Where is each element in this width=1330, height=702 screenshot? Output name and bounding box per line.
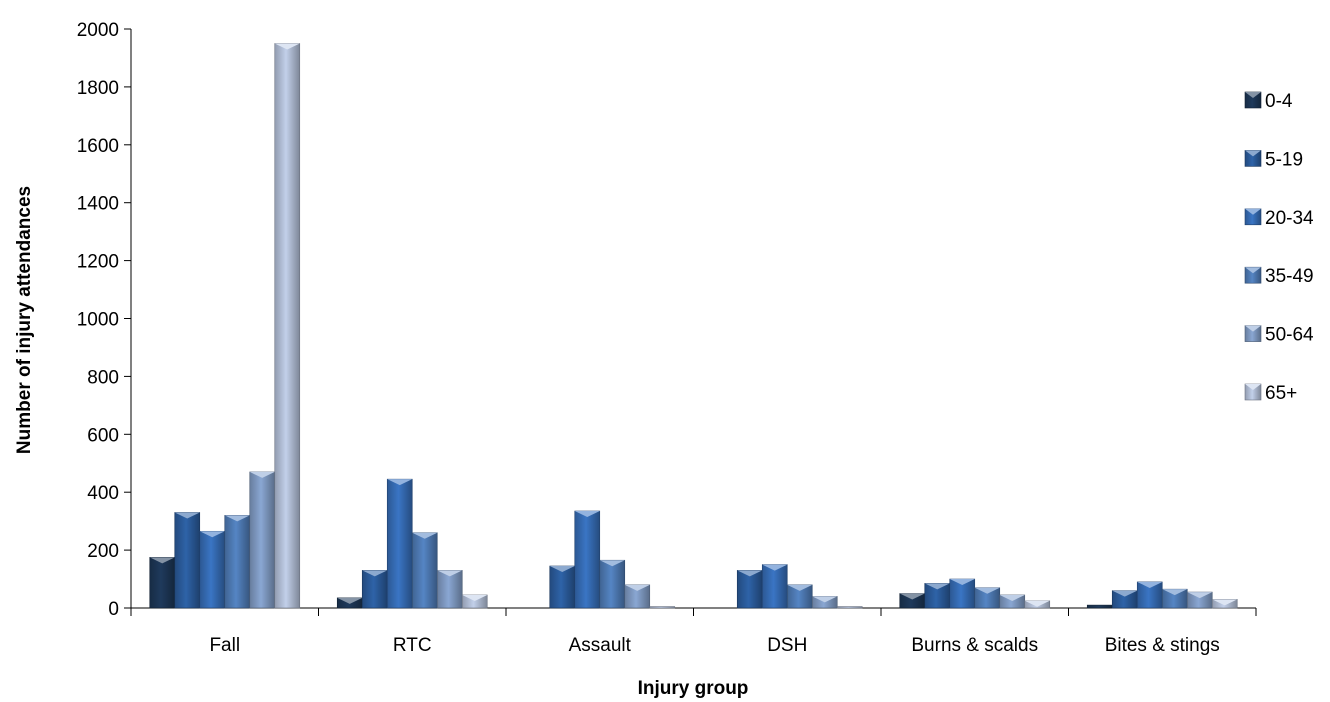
bar-top-bevel xyxy=(1187,592,1213,599)
legend-item: 5-19 xyxy=(1244,149,1303,170)
bar-top-bevel xyxy=(1024,600,1050,607)
bar-top-bevel xyxy=(974,587,1000,594)
bar-top-bevel xyxy=(224,515,250,522)
bar xyxy=(386,478,413,609)
bar-top-bevel xyxy=(999,594,1025,601)
bar xyxy=(249,471,276,609)
bar xyxy=(224,515,251,609)
bar-top-bevel xyxy=(274,43,300,50)
bar-top-bevel xyxy=(1162,589,1188,596)
bar-top-bevel xyxy=(174,512,200,519)
legend-swatch-bevel xyxy=(1245,267,1261,274)
x-tick-label: Bites & stings xyxy=(1105,635,1220,656)
bar xyxy=(761,564,788,609)
bar xyxy=(836,606,863,609)
bar-top-bevel xyxy=(949,579,975,586)
bar xyxy=(199,530,226,609)
bar-top-bevel xyxy=(249,471,275,478)
x-tick-label: Burns & scalds xyxy=(911,635,1038,656)
bar xyxy=(411,532,438,609)
legend-swatch-bevel xyxy=(1245,325,1261,332)
y-tick-label: 1000 xyxy=(77,310,119,331)
legend-item: 65+ xyxy=(1244,383,1297,404)
legend-label: 35-49 xyxy=(1265,266,1314,287)
bar xyxy=(924,583,951,609)
x-tick-label: RTC xyxy=(393,635,432,656)
legend-swatch-bevel xyxy=(1245,150,1261,157)
bar-top-bevel xyxy=(762,564,788,571)
y-tick-label: 1200 xyxy=(77,252,119,273)
x-axis-title: Injury group xyxy=(638,678,749,699)
bar-top-bevel xyxy=(437,570,463,577)
y-tick-label: 800 xyxy=(87,367,119,388)
bar-top-bevel xyxy=(924,583,950,590)
bar xyxy=(549,565,576,609)
bar xyxy=(174,512,201,609)
legend-item: 50-64 xyxy=(1244,325,1314,346)
y-tick-label: 1800 xyxy=(77,78,119,99)
x-axis: Fall RTC Assault DSH Burns & scalds Bites & s… xyxy=(130,607,1257,656)
legend-label: 65+ xyxy=(1265,383,1297,404)
legend-swatch-bevel xyxy=(1245,208,1261,215)
bar-top-bevel xyxy=(599,560,625,567)
bar xyxy=(649,606,676,609)
bar xyxy=(599,559,626,609)
bar xyxy=(1086,604,1113,609)
y-axis: 0 200 400 600 800 1000 1200 1400 1600 1800 2000 xyxy=(77,20,132,620)
legend-label: 50-64 xyxy=(1265,325,1314,346)
y-axis-title: Number of injury attendances xyxy=(14,186,35,454)
bar-top-bevel xyxy=(1137,581,1163,588)
y-tick-label: 400 xyxy=(87,483,119,504)
legend-swatch-bevel xyxy=(1245,384,1261,390)
legend-label: 20-34 xyxy=(1265,208,1314,229)
x-tick-label: Assault xyxy=(569,635,632,656)
y-tick-label: 0 xyxy=(108,599,119,620)
bar xyxy=(274,43,301,609)
y-tick-label: 1400 xyxy=(77,194,119,215)
legend-item: 20-34 xyxy=(1244,208,1314,229)
bars xyxy=(149,43,1238,609)
bar-top-bevel xyxy=(624,584,650,591)
bar-top-bevel xyxy=(199,531,225,538)
bar-top-bevel xyxy=(787,584,813,591)
bar-top-bevel xyxy=(574,511,600,518)
bar xyxy=(436,570,463,609)
legend-item: 35-49 xyxy=(1244,266,1314,287)
y-tick-label: 1600 xyxy=(77,136,119,157)
bar-top-bevel xyxy=(362,570,388,577)
y-tick-label: 2000 xyxy=(77,20,119,41)
bar-top-bevel xyxy=(462,594,488,601)
legend-item: 0-4 xyxy=(1244,91,1293,112)
bar-top-bevel xyxy=(812,596,838,603)
bar-top-bevel xyxy=(412,532,438,539)
bar-top-bevel xyxy=(387,479,413,486)
x-tick-label: DSH xyxy=(767,635,807,656)
legend-label: 0-4 xyxy=(1265,91,1293,112)
bar-top-bevel xyxy=(737,570,763,577)
bar xyxy=(574,510,601,609)
legend-label: 5-19 xyxy=(1265,149,1303,170)
legend-swatch-bevel xyxy=(1245,92,1261,98)
bar-top-bevel xyxy=(899,593,925,600)
bar-top-bevel xyxy=(549,566,575,573)
bar xyxy=(149,557,176,609)
legend: 0-4 5-19 20-34 35-49 50-64 65+ xyxy=(1244,91,1314,404)
bar-top-bevel xyxy=(337,597,363,604)
bar-top-bevel xyxy=(149,557,175,564)
y-tick-label: 600 xyxy=(87,425,119,446)
y-tick-label: 200 xyxy=(87,541,119,562)
x-tick-label: Fall xyxy=(209,635,240,656)
bar-top-bevel xyxy=(1112,590,1138,597)
bar-top-bevel xyxy=(1212,599,1238,606)
bar xyxy=(361,570,388,609)
